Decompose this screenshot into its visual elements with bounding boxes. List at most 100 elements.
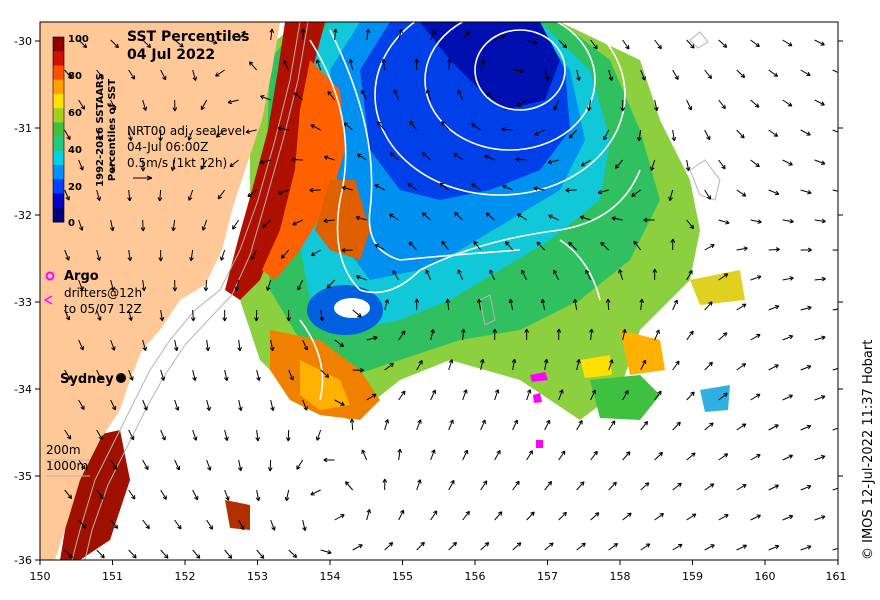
current-arrow: [206, 399, 211, 411]
current-arrow: [686, 39, 695, 49]
current-arrow: [96, 309, 102, 321]
current-arrow: [768, 424, 779, 431]
current-arrow: [492, 328, 498, 341]
current-arrow: [416, 419, 422, 431]
current-arrow: [416, 479, 422, 491]
current-arrow: [502, 184, 513, 191]
current-arrow: [585, 269, 592, 281]
current-arrow: [192, 549, 201, 559]
current-arrow: [160, 369, 166, 381]
current-arrow: [366, 393, 377, 401]
current-arrow: [454, 212, 464, 221]
current-arrow: [392, 270, 400, 281]
current-arrow: [285, 429, 291, 442]
current-arrow: [142, 519, 150, 530]
colorbar-tick: 80: [68, 71, 82, 82]
current-arrow: [158, 249, 164, 262]
current-arrow: [814, 99, 825, 106]
colorbar-segment: [53, 122, 64, 138]
current-arrow: [430, 29, 436, 41]
current-arrow: [384, 362, 394, 371]
depth-200-label: 200m: [46, 443, 81, 457]
current-arrow: [425, 269, 432, 281]
current-arrow: [718, 332, 728, 341]
current-arrow: [200, 99, 208, 111]
current-arrow: [686, 270, 693, 281]
current-arrow: [128, 429, 135, 441]
current-arrow: [768, 129, 779, 137]
current-arrow: [580, 159, 591, 167]
current-arrow: [376, 121, 386, 131]
current-arrow: [534, 129, 545, 136]
current-arrow: [654, 390, 662, 401]
current-arrow: [622, 39, 630, 50]
current-arrow: [800, 189, 812, 195]
current-arrow: [229, 159, 239, 168]
current-arrow: [718, 39, 728, 48]
current-arrow: [323, 155, 335, 161]
current-arrow: [142, 39, 152, 49]
current-arrow: [78, 279, 84, 291]
current-arrow: [704, 301, 713, 311]
current-arrow: [480, 419, 486, 431]
current-vectors: [64, 28, 838, 559]
east-patch-orange: [620, 330, 665, 375]
lat-tick-label: -35: [14, 470, 32, 483]
current-arrow: [254, 309, 259, 322]
current-arrow: [480, 59, 486, 71]
current-arrow: [296, 459, 304, 470]
sea-level-contours: [299, 22, 641, 401]
current-arrow: [750, 514, 761, 521]
current-arrow: [334, 514, 345, 521]
current-arrow: [736, 423, 747, 431]
current-arrow: [608, 543, 619, 551]
current-arrow: [800, 129, 811, 136]
current-arrow: [814, 395, 826, 401]
colorbar-tick: 40: [68, 145, 82, 156]
current-arrow: [64, 549, 73, 559]
colorbar-label: 1992-2016 SSTAARS Percentiles of SST: [95, 73, 118, 187]
current-arrow: [200, 159, 208, 170]
current-arrow: [222, 309, 228, 322]
current-arrow: [671, 129, 677, 142]
current-arrow: [215, 129, 225, 138]
current-arrow: [526, 450, 533, 461]
current-arrow: [270, 399, 275, 412]
current-arrow: [447, 58, 452, 71]
current-arrow: [64, 189, 70, 201]
argo-legend-icon: [45, 271, 55, 281]
current-arrow: [768, 189, 780, 196]
current-arrow: [280, 249, 290, 259]
current-arrow: [526, 511, 535, 521]
current-arrow: [768, 484, 779, 491]
current-arrow: [174, 399, 180, 411]
current-arrow: [515, 157, 527, 162]
current-arrow: [800, 69, 811, 76]
colorbar-segment: [53, 136, 64, 152]
current-arrow: [718, 392, 728, 401]
current-arrow: [750, 219, 762, 224]
current-arrow: [750, 393, 761, 401]
colorbar-segment: [53, 165, 64, 180]
current-arrow: [512, 480, 520, 491]
current-arrow: [512, 542, 522, 551]
lon-tick-label: 158: [610, 570, 631, 583]
current-arrow: [608, 69, 614, 81]
current-arrow: [639, 298, 645, 311]
current-arrow: [409, 120, 418, 131]
current-arrow: [544, 542, 554, 551]
current-arrow: [203, 279, 209, 292]
current-arrow: [768, 364, 779, 371]
current-arrow: [471, 183, 481, 191]
current-arrow: [484, 154, 495, 161]
current-arrow: [192, 489, 199, 501]
current-arrow: [140, 219, 146, 232]
current-arrow: [782, 334, 794, 341]
current-arrow: [140, 159, 146, 172]
current-arrow: [586, 99, 592, 112]
current-arrow: [382, 478, 388, 491]
current-arrow: [260, 95, 271, 101]
current-arrow: [238, 519, 245, 531]
current-arrow: [736, 484, 747, 491]
current-arrow: [284, 489, 290, 502]
